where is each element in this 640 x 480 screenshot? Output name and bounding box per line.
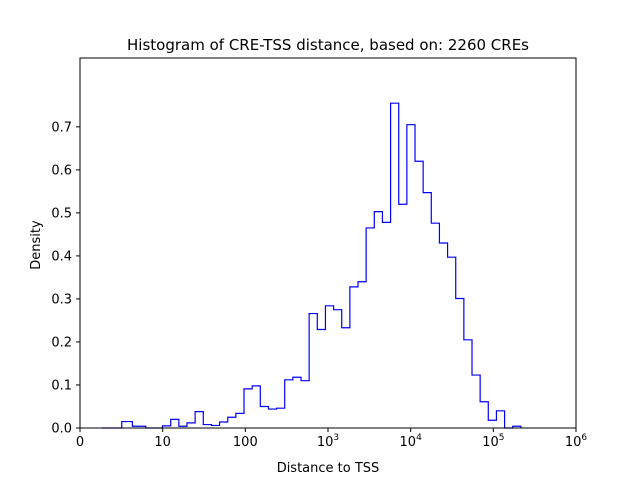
histogram-step-series bbox=[101, 102, 522, 429]
x-tick-label: 10 bbox=[154, 435, 171, 450]
x-tick-label: 105 bbox=[482, 433, 504, 450]
y-tick-label: 0.0 bbox=[51, 422, 72, 437]
x-axis-title: Distance to TSS bbox=[277, 461, 380, 476]
x-tick-label: 106 bbox=[565, 433, 588, 450]
chart-title: Histogram of CRE-TSS distance, based on:… bbox=[127, 36, 529, 54]
y-tick-label: 0.5 bbox=[51, 206, 72, 221]
x-tick-label: 103 bbox=[317, 433, 339, 450]
x-tick-label: 100 bbox=[233, 435, 258, 450]
y-tick-label: 0.4 bbox=[51, 249, 72, 264]
y-tick-label: 0.1 bbox=[51, 378, 72, 393]
y-axis-title: Density bbox=[29, 220, 44, 270]
y-tick-label: 0.2 bbox=[51, 335, 72, 350]
y-tick-label: 0.6 bbox=[51, 163, 72, 178]
y-tick-label: 0.7 bbox=[51, 120, 72, 135]
x-tick-label: 104 bbox=[400, 433, 423, 450]
plot-area: 0 10 100 103 104 105 106 0.0 0.1 0.2 0.3 0.4 0.5 0.6 0… bbox=[51, 57, 588, 450]
y-tick-label: 0.3 bbox=[51, 292, 72, 307]
x-tick-label: 0 bbox=[76, 435, 84, 450]
